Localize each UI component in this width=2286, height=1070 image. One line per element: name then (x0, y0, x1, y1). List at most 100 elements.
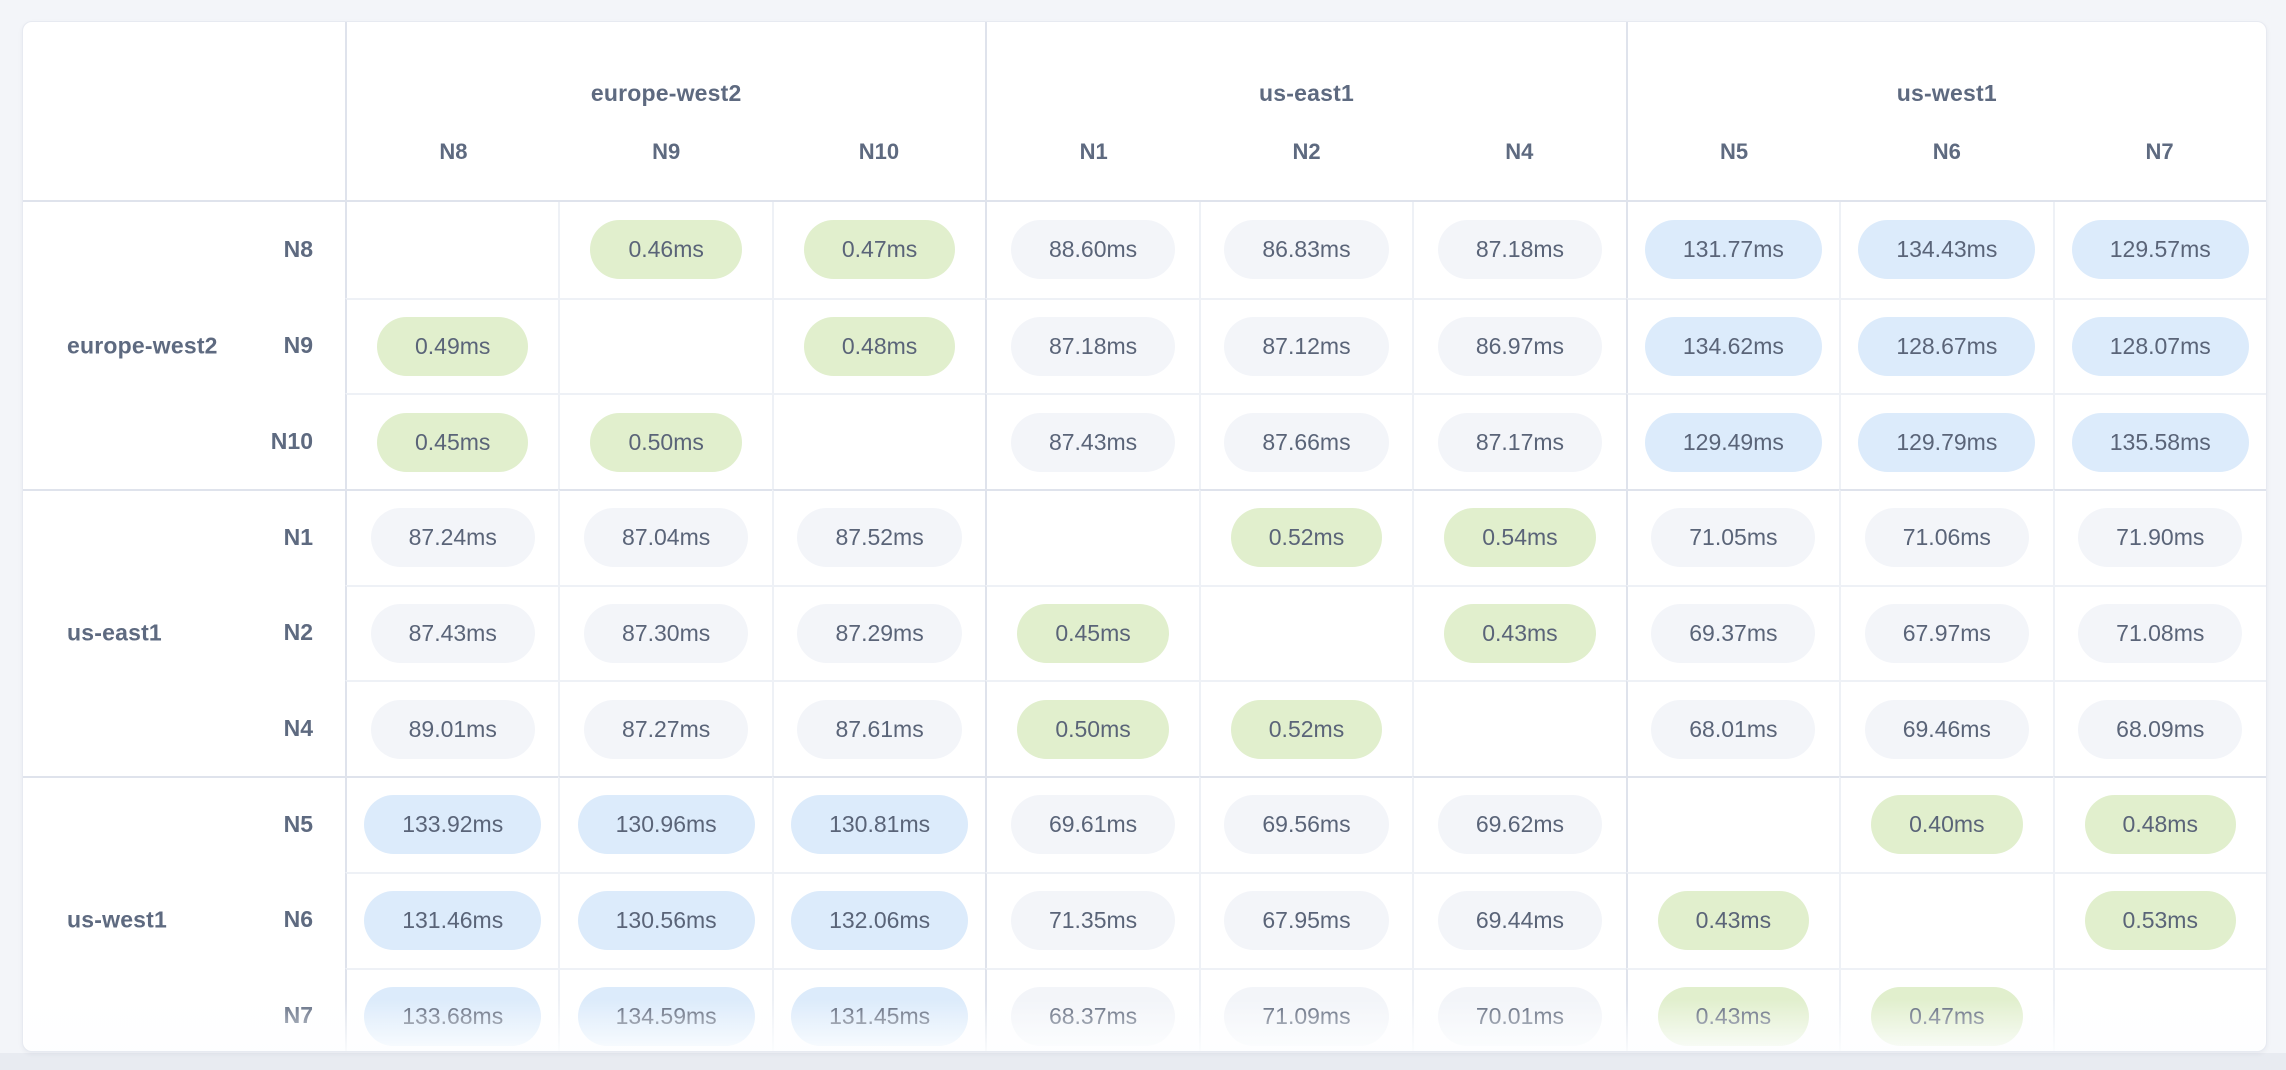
latency-pill: 86.83ms (1224, 220, 1389, 280)
latency-cell: 131.77ms (1625, 202, 1839, 298)
latency-pill: 130.56ms (577, 891, 755, 951)
row-group-region-label: us-west1 (67, 906, 168, 933)
latency-pill: 87.18ms (1437, 220, 1603, 280)
latency-cell: 69.62ms (1412, 776, 1626, 872)
latency-cell: 67.97ms (1839, 584, 2053, 681)
row-group-region-label: europe-west2 (67, 332, 218, 359)
latency-cell: 87.18ms (985, 297, 1199, 394)
column-group-header-us-west1: us-west1 N5 N6 N7 (1625, 22, 2266, 202)
latency-cell: 71.06ms (1839, 489, 2053, 585)
latency-cell: 134.43ms (1839, 202, 2052, 298)
page-bottom-band (0, 1053, 2286, 1070)
row-header-cell: europe-west2 N9 (23, 298, 345, 394)
row-header-node: N7 (283, 1001, 313, 1028)
latency-pill: 0.47ms (803, 220, 956, 280)
latency-cell: 0.43ms (1625, 967, 1840, 1051)
latency-pill: 133.92ms (364, 795, 542, 855)
latency-pill: 129.79ms (1858, 412, 2036, 472)
latency-pill: 68.37ms (1010, 986, 1176, 1046)
latency-cell: 134.59ms (558, 967, 772, 1051)
latency-pill: 0.43ms (1657, 986, 1810, 1046)
latency-pill: 128.67ms (1858, 317, 2036, 377)
row-header-cell: us-east1 N2 (23, 585, 345, 681)
column-header-node: N9 (652, 139, 681, 164)
latency-pill: 69.44ms (1437, 891, 1603, 951)
latency-pill: 0.53ms (2084, 891, 2236, 951)
latency-cell: 0.45ms (985, 584, 1199, 681)
latency-cell: 130.81ms (771, 776, 986, 872)
latency-pill: 67.97ms (1864, 604, 2029, 664)
latency-pill: 71.06ms (1864, 508, 2029, 568)
latency-cell: 128.67ms (1839, 297, 2053, 394)
latency-cell: 87.52ms (771, 489, 986, 585)
latency-pill: 129.49ms (1644, 412, 1822, 472)
row-header-node: N6 (283, 906, 313, 933)
latency-cell (2052, 967, 2266, 1051)
column-node-headers: N1 N2 N4 (987, 139, 1625, 165)
latency-pill: 71.05ms (1651, 508, 1816, 568)
latency-pill: 87.52ms (797, 508, 962, 568)
latency-pill: 0.45ms (1017, 604, 1169, 664)
latency-cell: 0.54ms (1412, 489, 1626, 585)
latency-cell: 68.09ms (2052, 680, 2266, 777)
latency-cell: 87.17ms (1412, 393, 1626, 490)
latency-pill: 0.49ms (377, 317, 529, 377)
latency-pill: 134.62ms (1644, 317, 1822, 377)
latency-cell (771, 393, 986, 490)
latency-pill: 69.37ms (1651, 604, 1816, 664)
latency-pill: 71.90ms (2078, 508, 2243, 568)
latency-cell: 69.46ms (1839, 680, 2053, 777)
latency-pill: 0.47ms (1871, 986, 2023, 1046)
latency-cell (985, 489, 1199, 585)
matrix-corner-cell (23, 22, 345, 202)
column-header-node: N6 (1932, 139, 1961, 164)
latency-cell: 87.27ms (558, 680, 772, 777)
latency-cell: 130.56ms (558, 871, 772, 968)
latency-cell: 0.45ms (345, 393, 559, 490)
latency-cell: 0.48ms (2052, 776, 2266, 872)
latency-pill: 0.43ms (1657, 891, 1810, 951)
latency-pill: 71.09ms (1224, 986, 1389, 1046)
column-node-headers: N5 N6 N7 (1628, 139, 2266, 165)
column-group-region-label: us-west1 (1896, 80, 1997, 106)
latency-cell: 129.49ms (1625, 393, 1840, 490)
latency-cell: 68.01ms (1625, 680, 1840, 777)
latency-cell: 89.01ms (345, 680, 559, 777)
row-header-cell: N7 (23, 968, 345, 1052)
latency-pill: 0.43ms (1444, 604, 1596, 664)
latency-cell: 133.92ms (345, 776, 559, 872)
latency-pill: 68.09ms (2078, 699, 2243, 759)
latency-cell: 67.95ms (1198, 871, 1413, 968)
column-group-region-label: us-east1 (1259, 80, 1354, 106)
latency-cell (558, 297, 772, 394)
latency-pill: 0.50ms (1017, 699, 1169, 759)
latency-cell: 69.37ms (1625, 584, 1840, 681)
latency-cell: 71.35ms (985, 871, 1199, 968)
latency-cell: 87.30ms (558, 584, 772, 681)
row-header-cell: N8 (23, 202, 345, 298)
latency-cell: 0.47ms (1839, 967, 2053, 1051)
latency-pill: 87.66ms (1224, 412, 1389, 472)
latency-cell: 69.61ms (985, 776, 1199, 872)
latency-cell: 71.90ms (2052, 489, 2266, 585)
latency-cell: 87.61ms (771, 680, 986, 777)
latency-pill: 87.29ms (797, 604, 962, 664)
latency-cell: 0.40ms (1839, 776, 2053, 872)
latency-pill: 71.35ms (1010, 891, 1176, 951)
column-group-header-us-east1: us-east1 N1 N2 N4 (985, 22, 1626, 202)
latency-pill: 87.24ms (370, 508, 535, 568)
latency-pill: 87.43ms (1010, 412, 1176, 472)
latency-pill: 129.57ms (2071, 220, 2249, 280)
latency-cell: 87.43ms (345, 584, 559, 681)
latency-pill: 88.60ms (1010, 220, 1176, 280)
latency-cell: 131.45ms (771, 967, 986, 1051)
column-header-node: N10 (858, 139, 900, 164)
latency-pill: 132.06ms (791, 891, 969, 951)
latency-pill: 69.46ms (1864, 699, 2029, 759)
latency-cell: 132.06ms (771, 871, 986, 968)
latency-cell (1839, 871, 2053, 968)
row-header-cell: us-west1 N6 (23, 872, 345, 968)
latency-cell: 69.56ms (1198, 776, 1413, 872)
column-group-region-label: europe-west2 (590, 80, 742, 106)
latency-pill: 0.48ms (803, 317, 956, 377)
